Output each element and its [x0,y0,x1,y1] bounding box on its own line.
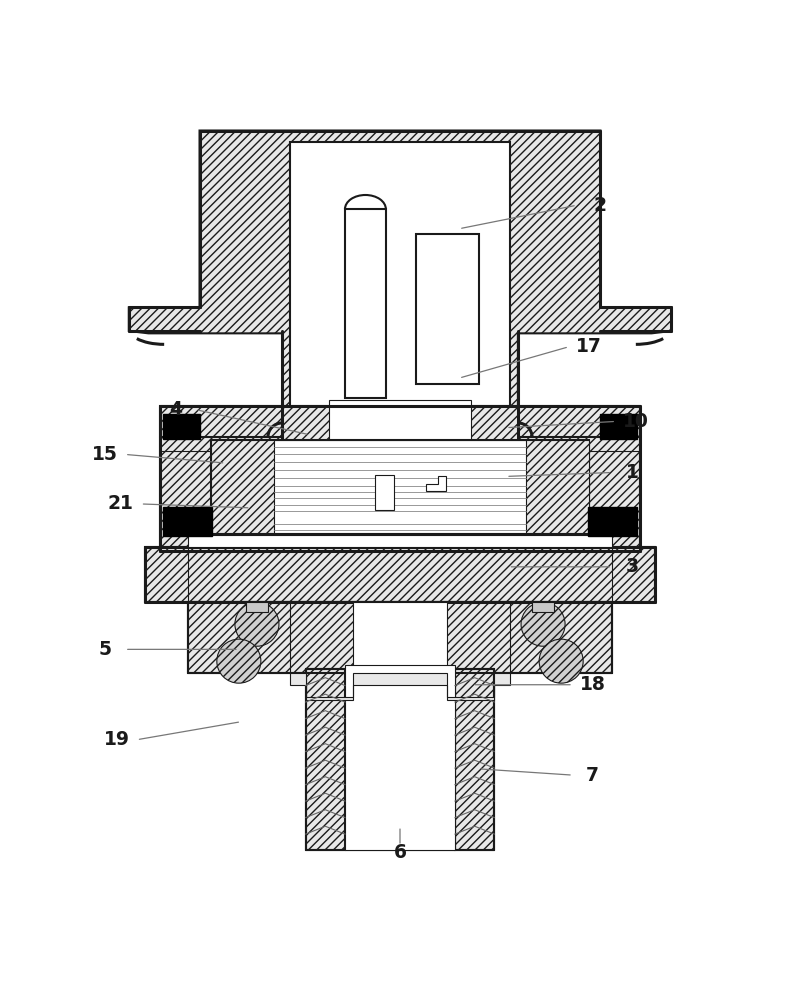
Polygon shape [526,440,589,533]
Polygon shape [129,131,671,449]
Text: 3: 3 [626,557,638,576]
Bar [600,414,638,439]
Polygon shape [455,669,494,850]
Text: 6: 6 [394,843,406,862]
Polygon shape [211,440,274,533]
Bar [330,400,470,449]
Text: 2: 2 [594,196,607,215]
Bar [375,475,394,510]
Polygon shape [290,673,510,700]
Text: 15: 15 [92,445,118,464]
Circle shape [521,602,565,646]
Circle shape [539,639,583,683]
Polygon shape [426,476,446,491]
Text: 10: 10 [623,412,649,431]
Text: 18: 18 [580,675,606,694]
Text: 4: 4 [170,400,182,419]
Text: 19: 19 [104,730,130,749]
Bar [353,602,447,673]
Text: 1: 1 [626,463,638,482]
Polygon shape [306,669,345,850]
Bar [162,414,200,439]
Bar [416,234,478,384]
Bar [188,535,612,547]
Text: 21: 21 [108,494,134,513]
Bar [345,209,386,398]
Bar [345,665,455,850]
Text: 7: 7 [586,766,599,785]
Circle shape [235,602,279,646]
Bar [532,602,554,612]
Bar [211,440,589,535]
Text: 17: 17 [576,337,602,356]
Polygon shape [160,406,640,551]
Polygon shape [188,602,612,673]
Polygon shape [145,547,655,602]
Bar [290,142,510,406]
Bar [588,507,638,536]
Bar [246,602,268,612]
Circle shape [217,639,261,683]
Bar [162,507,212,536]
Text: 5: 5 [98,640,112,659]
